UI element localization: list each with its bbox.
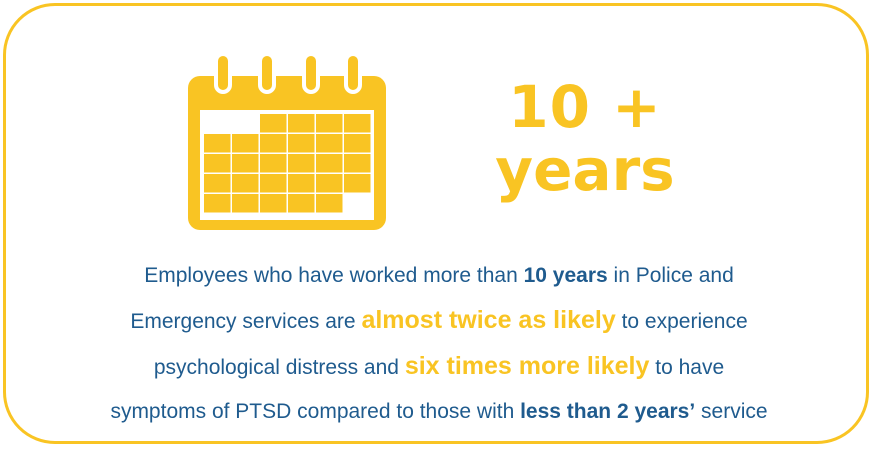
info-card (3, 3, 869, 444)
stat-number: 10 + (508, 73, 662, 141)
description-line: psychological distress and six times mor… (153, 352, 725, 380)
calendar-icon (188, 54, 386, 230)
description-line: Emergency services are almost twice as l… (130, 306, 748, 334)
description-line: symptoms of PTSD compared to those with … (110, 400, 768, 423)
stat-headline: 10 + years (470, 74, 700, 200)
stat-unit: years (495, 136, 675, 204)
description-line: Employees who have worked more than 10 y… (144, 264, 734, 287)
description: Employees who have worked more than 10 y… (30, 254, 848, 434)
